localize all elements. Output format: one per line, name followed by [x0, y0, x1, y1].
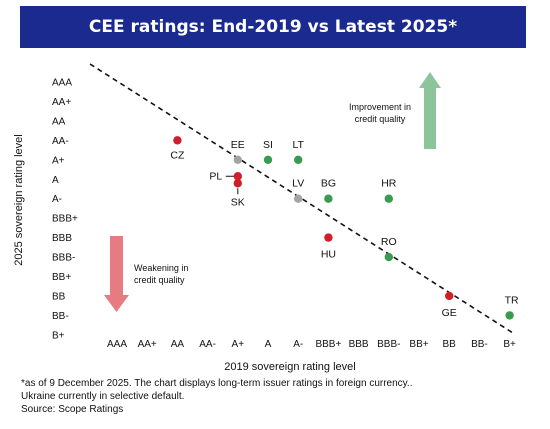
point-label-si: SI [263, 139, 273, 151]
x-tick-10: BBB- [377, 339, 400, 350]
point-hr [384, 194, 393, 203]
y-tick-11: BB+ [52, 272, 71, 283]
y-tick-8: BBB+ [52, 214, 78, 225]
x-tick-3: AA [171, 339, 185, 350]
weakening-annotation-line-2: credit quality [134, 275, 185, 285]
diagonal-reference-line [89, 63, 514, 334]
point-hu [324, 233, 333, 242]
point-label-tr: TR [505, 294, 519, 306]
y-axis-label: 2025 sovereign rating level [13, 134, 25, 265]
footnote-source: Source: Scope Ratings [21, 404, 124, 415]
point-label-sk: SK [231, 196, 245, 208]
x-tick-12: BB [443, 339, 457, 350]
footnote-line-1: *as of 9 December 2025. The chart displa… [21, 378, 413, 389]
point-label-cz: CZ [170, 149, 185, 161]
title-bar: CEE ratings: End-2019 vs Latest 2025* [20, 6, 526, 48]
x-tick-8: BBB+ [315, 339, 341, 350]
point-tr [505, 311, 514, 320]
y-tick-10: BBB- [52, 253, 75, 264]
point-bg [324, 194, 333, 203]
weakening-arrow-icon [104, 236, 129, 312]
y-tick-13: BB- [52, 311, 69, 322]
point-label-pl: PL [209, 170, 222, 182]
point-ee [233, 155, 242, 164]
point-si [263, 155, 273, 164]
y-tick-6: A [52, 175, 59, 186]
x-tick-14: B+ [503, 339, 516, 350]
x-tick-2: AA+ [138, 339, 157, 350]
point-label-lv: LV [292, 178, 304, 190]
y-tick-5: A+ [52, 155, 65, 166]
x-tick-5: A+ [232, 339, 245, 350]
point-label-lt: LT [292, 139, 304, 151]
x-axis-label: 2019 sovereign rating level [224, 361, 355, 373]
data-points: CZ EE SI LT PL SK LV BG HR HU RO GE TR [170, 136, 519, 320]
point-lt [294, 155, 303, 164]
point-pl [233, 172, 242, 181]
y-tick-12: BB [52, 291, 66, 302]
y-tick-1: AAA [52, 78, 72, 89]
point-label-bg: BG [321, 178, 336, 190]
improvement-arrow-icon [419, 72, 441, 149]
point-sk [233, 179, 242, 188]
chart-title: CEE ratings: End-2019 vs Latest 2025* [88, 17, 458, 37]
footnote-line-2: Ukraine currently in selective default. [21, 391, 185, 402]
point-label-ro: RO [381, 236, 397, 248]
x-tick-11: BB+ [409, 339, 428, 350]
improvement-annotation-line-1: Improvement in [349, 102, 411, 112]
y-tick-3: AA [52, 116, 66, 127]
x-tick-7: A- [293, 339, 303, 350]
y-tick-7: A- [52, 194, 62, 205]
point-lv [294, 194, 303, 203]
point-label-ee: EE [231, 139, 245, 151]
improvement-annotation-line-2: credit quality [355, 114, 406, 124]
point-ge [445, 291, 454, 301]
weakening-annotation-line-1: Weakening in [134, 263, 188, 273]
y-tick-4: AA- [52, 136, 69, 147]
point-label-hr: HR [381, 178, 397, 190]
y-tick-9: BBB [52, 233, 72, 244]
x-tick-13: BB- [471, 339, 488, 350]
x-tick-1: AAA [107, 339, 127, 350]
y-tick-14: B+ [52, 330, 65, 341]
point-label-ge: GE [442, 307, 457, 319]
x-axis-ticks: AAA AA+ AA AA- A+ A A- BBB+ BBB BBB- BB+ BB BB- B+ [107, 339, 516, 350]
annotations: Improvement in credit quality Weakening in… [104, 72, 441, 312]
x-tick-9: BBB [349, 339, 369, 350]
y-tick-2: AA+ [52, 97, 71, 108]
point-label-hu: HU [321, 249, 336, 261]
point-ro [384, 252, 393, 262]
x-tick-6: A [265, 339, 272, 350]
point-cz [173, 136, 182, 145]
x-tick-4: AA- [199, 339, 216, 350]
footnote: *as of 9 December 2025. The chart displa… [21, 377, 412, 416]
